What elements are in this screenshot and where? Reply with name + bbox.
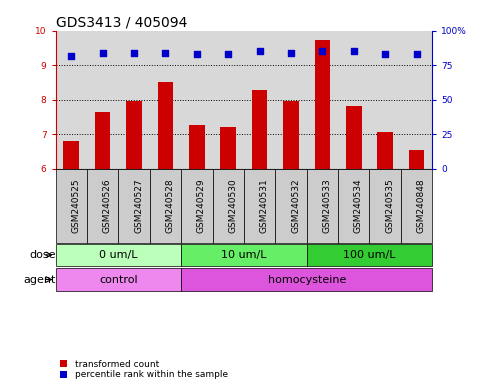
FancyBboxPatch shape (56, 268, 181, 291)
Text: GSM240525: GSM240525 (71, 178, 80, 233)
Bar (283, 101, 299, 169)
Point (412, 51, 420, 57)
Point (99, 50, 107, 56)
Text: GSM240526: GSM240526 (103, 178, 112, 233)
Bar (346, 106, 362, 169)
Bar (314, 40, 330, 169)
Bar (157, 82, 173, 169)
Text: GSM240535: GSM240535 (385, 178, 394, 233)
Text: 10 um/L: 10 um/L (221, 250, 267, 260)
Point (193, 51, 201, 57)
Bar (220, 127, 236, 169)
FancyBboxPatch shape (307, 244, 432, 266)
Bar (252, 90, 268, 169)
FancyBboxPatch shape (213, 169, 244, 243)
Point (161, 50, 170, 56)
Text: GSM240527: GSM240527 (134, 178, 143, 233)
Point (256, 48, 264, 55)
Text: GSM240534: GSM240534 (354, 178, 363, 233)
FancyBboxPatch shape (338, 169, 369, 243)
Bar (377, 132, 393, 169)
FancyBboxPatch shape (56, 244, 181, 266)
FancyBboxPatch shape (181, 268, 432, 291)
Point (350, 48, 357, 55)
Legend: transformed count, percentile rank within the sample: transformed count, percentile rank withi… (60, 360, 227, 379)
Bar (63, 141, 79, 169)
FancyBboxPatch shape (401, 169, 432, 243)
Text: GSM240532: GSM240532 (291, 178, 300, 233)
Text: 100 um/L: 100 um/L (343, 250, 396, 260)
FancyBboxPatch shape (56, 169, 87, 243)
Text: GSM240528: GSM240528 (165, 178, 174, 233)
FancyBboxPatch shape (181, 169, 213, 243)
FancyBboxPatch shape (118, 169, 150, 243)
FancyBboxPatch shape (275, 169, 307, 243)
Text: GDS3413 / 405094: GDS3413 / 405094 (56, 16, 187, 30)
Text: GSM240848: GSM240848 (416, 178, 426, 233)
FancyBboxPatch shape (87, 169, 118, 243)
Bar (409, 150, 425, 169)
Bar (95, 112, 111, 169)
Point (287, 50, 295, 56)
Text: 0 um/L: 0 um/L (99, 250, 138, 260)
Point (382, 51, 389, 57)
Point (130, 50, 138, 56)
Text: GSM240533: GSM240533 (323, 178, 331, 233)
Text: GSM240529: GSM240529 (197, 178, 206, 233)
Point (224, 51, 232, 57)
FancyBboxPatch shape (244, 169, 275, 243)
FancyBboxPatch shape (307, 169, 338, 243)
Text: control: control (99, 275, 138, 285)
FancyBboxPatch shape (369, 169, 401, 243)
Text: agent: agent (23, 275, 56, 285)
Text: GSM240531: GSM240531 (260, 178, 269, 233)
Point (68, 53, 75, 59)
Bar (126, 101, 142, 169)
Text: dose: dose (29, 250, 56, 260)
Point (319, 48, 327, 55)
Bar (189, 125, 205, 169)
FancyBboxPatch shape (181, 244, 307, 266)
Text: GSM240530: GSM240530 (228, 178, 237, 233)
FancyBboxPatch shape (150, 169, 181, 243)
Text: homocysteine: homocysteine (268, 275, 346, 285)
